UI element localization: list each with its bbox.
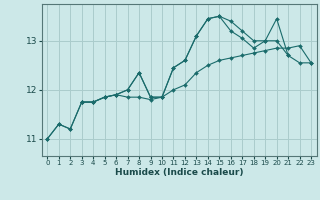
X-axis label: Humidex (Indice chaleur): Humidex (Indice chaleur) xyxy=(115,168,244,177)
